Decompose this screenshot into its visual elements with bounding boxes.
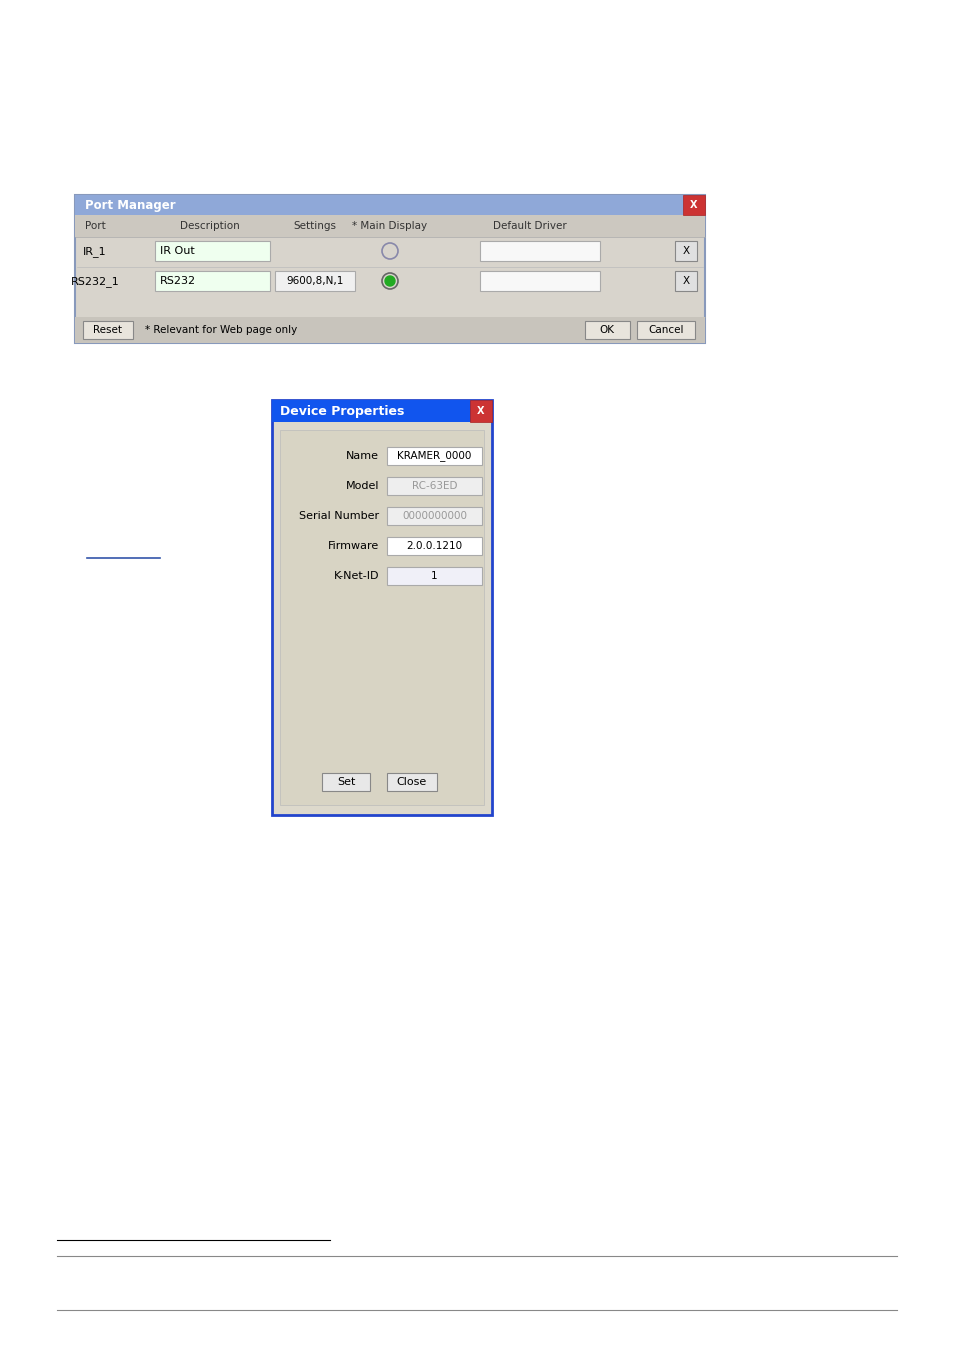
- FancyBboxPatch shape: [479, 271, 599, 291]
- FancyBboxPatch shape: [75, 195, 704, 215]
- FancyBboxPatch shape: [274, 271, 355, 291]
- Text: RS232_1: RS232_1: [71, 276, 119, 287]
- FancyBboxPatch shape: [675, 241, 697, 261]
- Text: X: X: [476, 406, 484, 416]
- FancyBboxPatch shape: [154, 241, 270, 261]
- Text: IR Out: IR Out: [160, 246, 194, 256]
- Text: Port Manager: Port Manager: [85, 199, 175, 211]
- Text: 0000000000: 0000000000: [401, 510, 467, 521]
- Text: RS232: RS232: [160, 276, 196, 286]
- Text: Port: Port: [85, 221, 105, 232]
- Text: OK: OK: [598, 325, 614, 334]
- FancyBboxPatch shape: [322, 773, 370, 791]
- Text: 9600,8,N,1: 9600,8,N,1: [286, 276, 343, 286]
- FancyBboxPatch shape: [387, 567, 481, 585]
- Text: Device Properties: Device Properties: [280, 405, 404, 417]
- Text: * Main Display: * Main Display: [352, 221, 427, 232]
- FancyBboxPatch shape: [154, 271, 270, 291]
- Text: Firmware: Firmware: [328, 542, 378, 551]
- FancyBboxPatch shape: [387, 773, 436, 791]
- FancyBboxPatch shape: [387, 506, 481, 525]
- FancyBboxPatch shape: [83, 321, 132, 338]
- Text: Settings: Settings: [294, 221, 336, 232]
- Text: Description: Description: [180, 221, 239, 232]
- FancyBboxPatch shape: [387, 477, 481, 496]
- FancyBboxPatch shape: [75, 215, 704, 237]
- FancyBboxPatch shape: [470, 399, 492, 422]
- Text: * Relevant for Web page only: * Relevant for Web page only: [145, 325, 297, 334]
- Text: X: X: [690, 200, 697, 210]
- Text: Default Driver: Default Driver: [493, 221, 566, 232]
- Circle shape: [385, 276, 395, 286]
- FancyBboxPatch shape: [280, 431, 483, 806]
- FancyBboxPatch shape: [272, 399, 492, 422]
- Text: 2.0.0.1210: 2.0.0.1210: [406, 542, 462, 551]
- FancyBboxPatch shape: [675, 271, 697, 291]
- Text: X: X: [681, 246, 689, 256]
- Text: Model: Model: [345, 481, 378, 492]
- Text: KRAMER_0000: KRAMER_0000: [396, 451, 471, 462]
- FancyBboxPatch shape: [479, 241, 599, 261]
- Text: 1: 1: [431, 571, 437, 581]
- Text: Close: Close: [396, 777, 427, 787]
- Text: Reset: Reset: [93, 325, 122, 334]
- FancyBboxPatch shape: [75, 195, 704, 343]
- FancyBboxPatch shape: [387, 538, 481, 555]
- Text: X: X: [681, 276, 689, 286]
- FancyBboxPatch shape: [682, 195, 704, 215]
- FancyBboxPatch shape: [387, 447, 481, 464]
- FancyBboxPatch shape: [75, 317, 704, 343]
- Text: Set: Set: [336, 777, 355, 787]
- FancyBboxPatch shape: [272, 399, 492, 815]
- FancyBboxPatch shape: [584, 321, 629, 338]
- Text: Cancel: Cancel: [648, 325, 683, 334]
- Text: IR_1: IR_1: [83, 246, 107, 257]
- Text: K-Net-ID: K-Net-ID: [334, 571, 378, 581]
- Text: Serial Number: Serial Number: [298, 510, 378, 521]
- Text: Name: Name: [346, 451, 378, 460]
- FancyBboxPatch shape: [637, 321, 695, 338]
- Text: RC-63ED: RC-63ED: [412, 481, 456, 492]
